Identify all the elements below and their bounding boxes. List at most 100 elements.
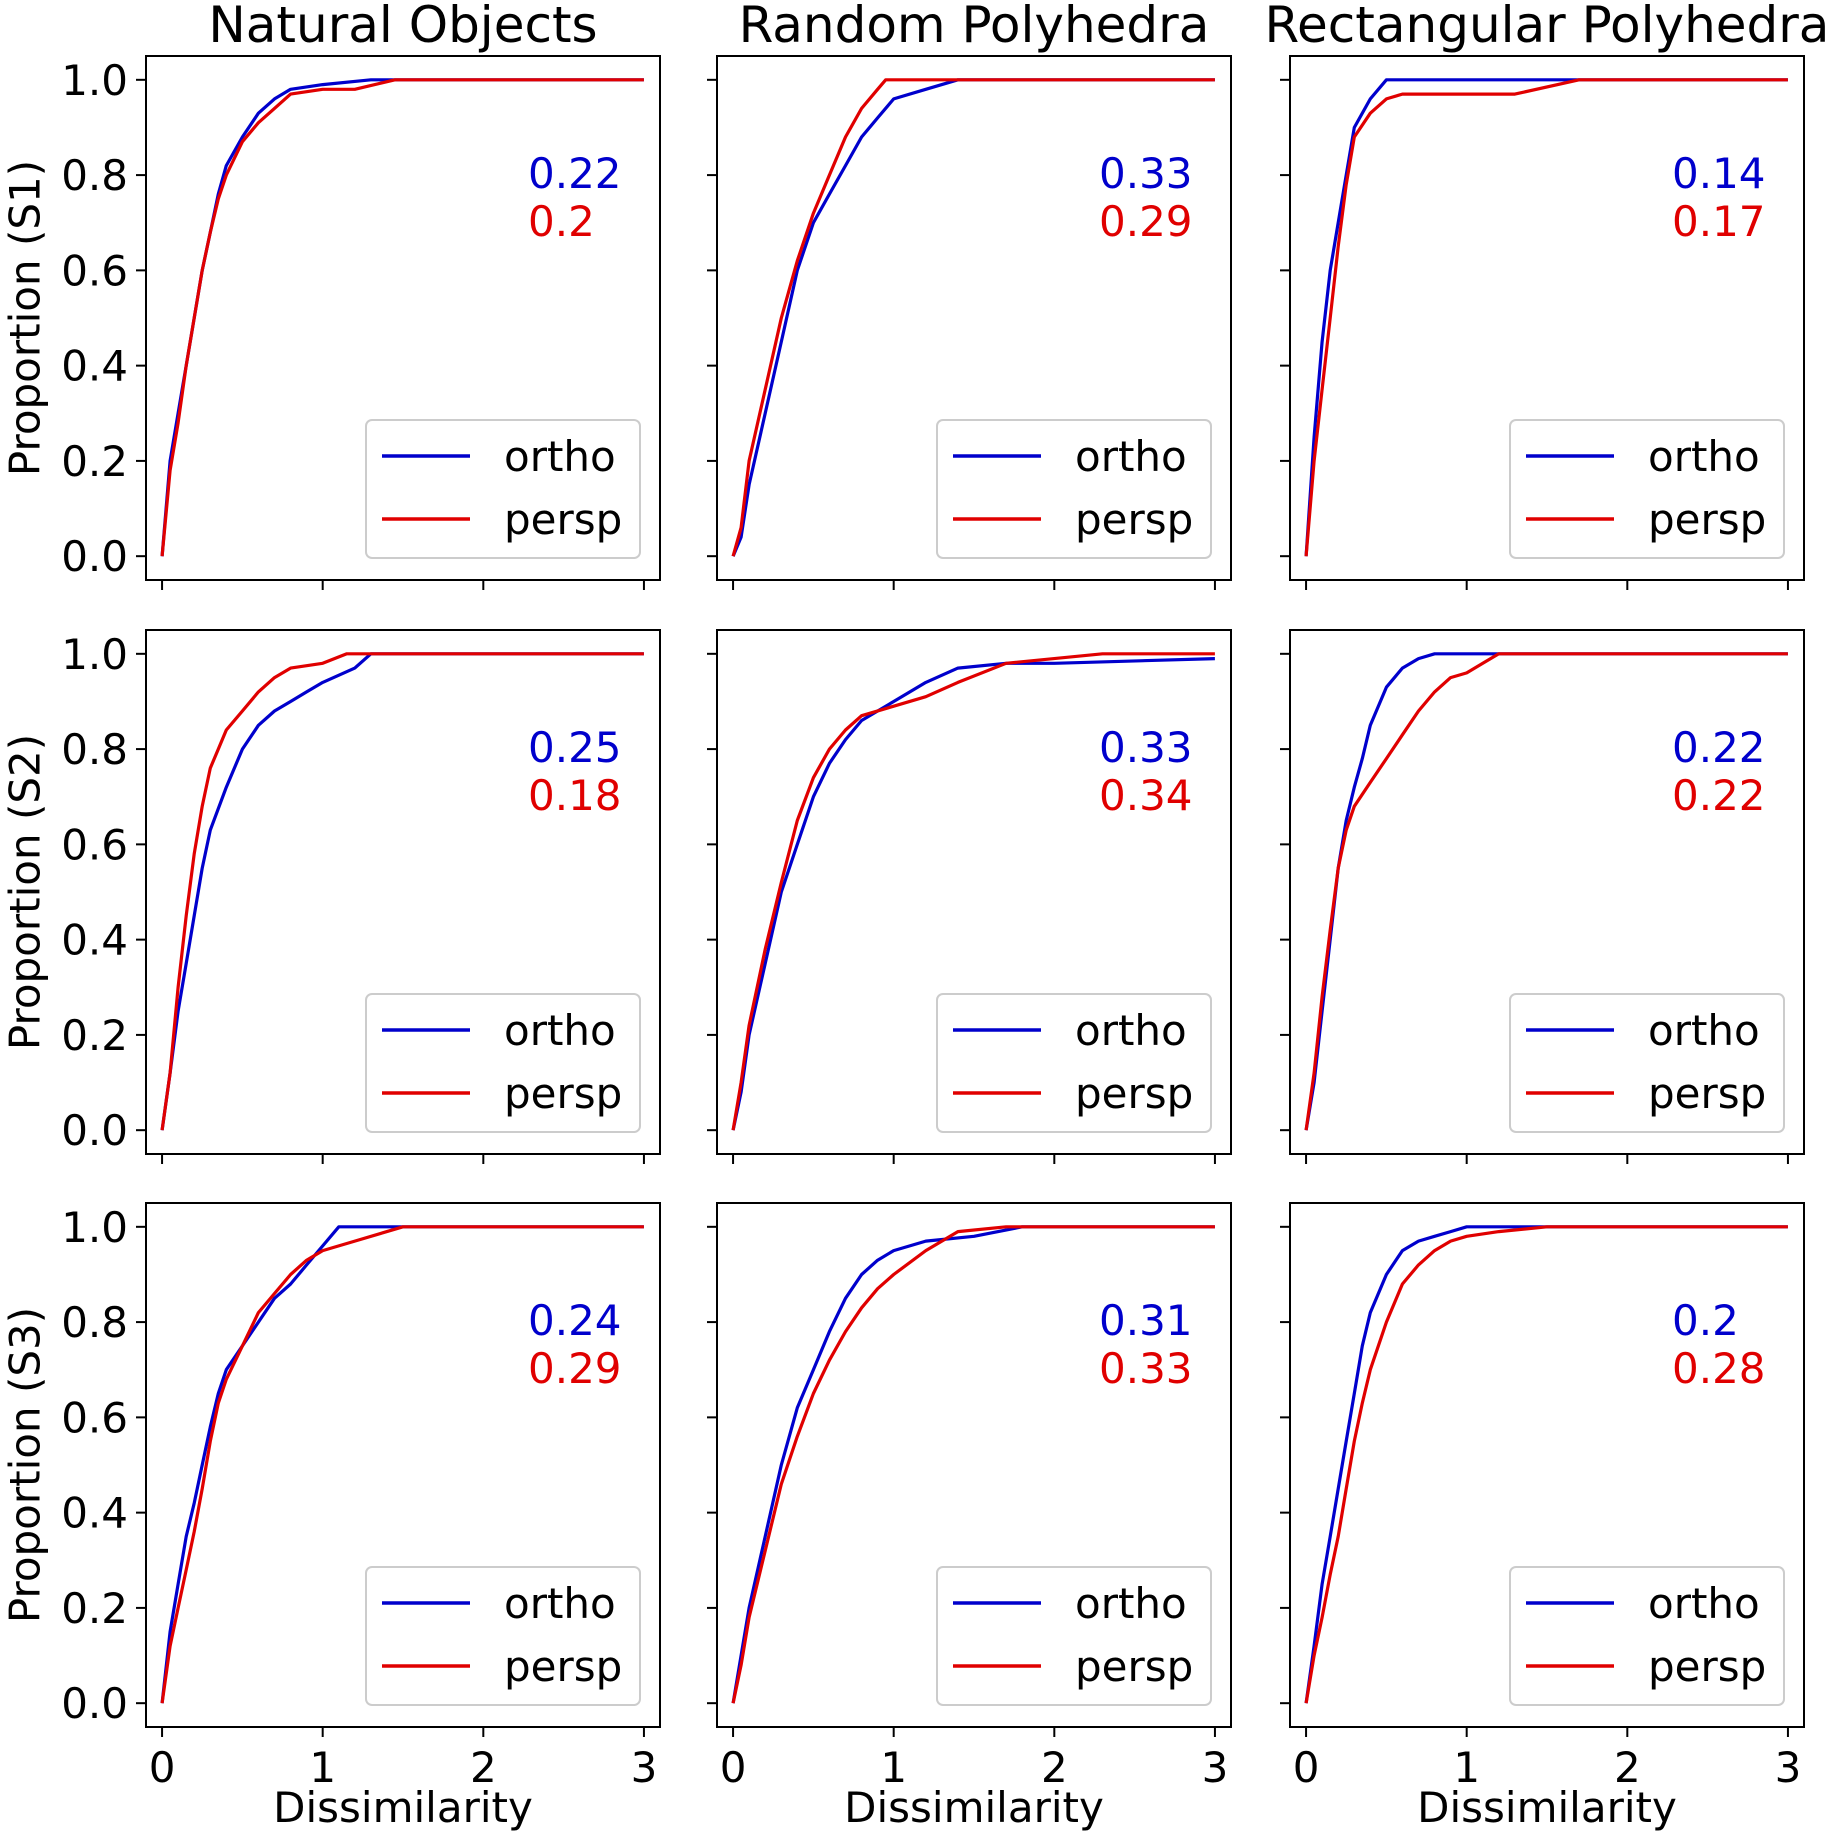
plot-frame xyxy=(145,629,661,1155)
stat-persp: 0.22 xyxy=(1672,771,1766,820)
y-tick-label: 0.6 xyxy=(61,246,128,295)
y-tick-label: 1.0 xyxy=(61,56,128,105)
y-tick-label: 0.8 xyxy=(61,1298,128,1347)
legend-label-persp: persp xyxy=(1648,1069,1766,1118)
plot-frame xyxy=(1289,629,1805,1155)
stat-ortho: 0.2 xyxy=(1672,1296,1739,1345)
plot-frame xyxy=(1289,55,1805,581)
legend-label-ortho: ortho xyxy=(504,432,616,481)
x-tick-label: 3 xyxy=(631,1743,658,1792)
legend: ortho persp xyxy=(365,419,641,559)
legend: ortho persp xyxy=(936,993,1212,1133)
column-title: Rectangular Polyhedra xyxy=(1265,0,1830,54)
panel-r1-c2: 0.330.29 ortho persp xyxy=(707,55,1232,590)
legend-label-persp: persp xyxy=(504,495,622,544)
series-line-persp xyxy=(1304,1225,1788,1704)
stat-ortho: 0.22 xyxy=(528,149,622,198)
legend: ortho persp xyxy=(1509,1566,1785,1706)
y-tick-label: 0.0 xyxy=(61,1106,128,1155)
series-line-persp xyxy=(731,1225,1215,1704)
series-line-ortho xyxy=(160,1225,644,1704)
legend-label-persp: persp xyxy=(1075,495,1193,544)
y-tick-label: 0.0 xyxy=(61,532,128,581)
series-line-ortho xyxy=(1304,78,1788,557)
stat-persp: 0.29 xyxy=(1099,197,1193,246)
y-tick-label: 0.4 xyxy=(61,1489,128,1538)
plot-frame xyxy=(1289,1202,1805,1728)
legend-label-ortho: ortho xyxy=(504,1006,616,1055)
y-tick-label: 0.2 xyxy=(61,437,128,486)
stat-persp: 0.28 xyxy=(1672,1344,1766,1393)
series-line-persp xyxy=(1304,78,1788,557)
plot-frame xyxy=(145,55,661,581)
legend-label-persp: persp xyxy=(1648,495,1766,544)
series-line-persp xyxy=(1304,652,1788,1131)
y-tick-label: 0.8 xyxy=(61,151,128,200)
y-tick-label: 0.2 xyxy=(61,1584,128,1633)
legend-label-ortho: ortho xyxy=(1075,1579,1187,1628)
legend: ortho persp xyxy=(936,419,1212,559)
panel-r1-c3: 0.140.17 ortho persp xyxy=(1280,55,1805,590)
x-tick-label: 2 xyxy=(1041,1743,1068,1792)
x-axis-label: Dissimilarity xyxy=(273,1783,533,1832)
series-line-persp xyxy=(160,1225,644,1704)
legend-label-persp: persp xyxy=(1075,1642,1193,1691)
x-tick-label: 1 xyxy=(1453,1743,1480,1792)
x-axis-label: Dissimilarity xyxy=(1417,1783,1677,1832)
legend: ortho persp xyxy=(1509,419,1785,559)
y-tick-label: 0.0 xyxy=(61,1679,128,1728)
y-tick-label: 1.0 xyxy=(61,1203,128,1252)
stat-persp: 0.29 xyxy=(528,1344,622,1393)
legend-label-persp: persp xyxy=(1075,1069,1193,1118)
plot-frame xyxy=(716,55,1232,581)
series-line-ortho xyxy=(731,657,1215,1131)
plot-frame xyxy=(145,1202,661,1728)
y-axis-label: Proportion (S3) xyxy=(1,1307,50,1623)
column-title: Random Polyhedra xyxy=(739,0,1210,54)
y-tick-label: 0.6 xyxy=(61,1393,128,1442)
stat-ortho: 0.33 xyxy=(1099,149,1193,198)
series-line-ortho xyxy=(731,1225,1215,1704)
y-tick-label: 0.4 xyxy=(61,916,128,965)
stat-ortho: 0.22 xyxy=(1672,723,1766,772)
series-line-ortho xyxy=(1304,1225,1788,1704)
stat-persp: 0.33 xyxy=(1099,1344,1193,1393)
x-tick-label: 0 xyxy=(1293,1743,1320,1792)
x-tick-label: 1 xyxy=(309,1743,336,1792)
legend-label-ortho: ortho xyxy=(1648,1006,1760,1055)
stat-persp: 0.34 xyxy=(1099,771,1193,820)
panel-r3-c1: 0.0 0.2 0.4 0.6 0.8 1.0 0 1 2 3 0.240.29 ortho persp xyxy=(61,1202,661,1792)
y-tick-label: 0.4 xyxy=(61,342,128,391)
plot-frame xyxy=(716,1202,1232,1728)
panel-r2-c3: 0.220.22 ortho persp xyxy=(1280,629,1805,1164)
series-line-persp xyxy=(160,652,644,1131)
legend: ortho persp xyxy=(365,1566,641,1706)
legend-label-ortho: ortho xyxy=(1648,1579,1760,1628)
stat-ortho: 0.14 xyxy=(1672,149,1766,198)
stat-persp: 0.18 xyxy=(528,771,622,820)
x-tick-label: 2 xyxy=(470,1743,497,1792)
legend-label-ortho: ortho xyxy=(504,1579,616,1628)
panel-r3-c3: 0 1 2 3 0.20.28 ortho persp xyxy=(1280,1202,1805,1792)
stat-ortho: 0.33 xyxy=(1099,723,1193,772)
panel-r2-c1: 0.0 0.2 0.4 0.6 0.8 1.0 0.250.18 ortho persp xyxy=(61,629,661,1164)
stat-persp: 0.17 xyxy=(1672,197,1766,246)
y-axis-label: Proportion (S1) xyxy=(1,160,50,476)
series-line-persp xyxy=(731,652,1215,1131)
stat-persp: 0.2 xyxy=(528,197,595,246)
x-tick-label: 0 xyxy=(720,1743,747,1792)
stat-ortho: 0.31 xyxy=(1099,1296,1193,1345)
x-tick-label: 0 xyxy=(149,1743,176,1792)
series-line-ortho xyxy=(731,78,1215,557)
x-tick-label: 2 xyxy=(1614,1743,1641,1792)
plot-frame xyxy=(716,629,1232,1155)
legend-label-persp: persp xyxy=(504,1069,622,1118)
legend-label-persp: persp xyxy=(504,1642,622,1691)
y-tick-label: 0.6 xyxy=(61,820,128,869)
legend: ortho persp xyxy=(365,993,641,1133)
stat-ortho: 0.24 xyxy=(528,1296,622,1345)
x-tick-label: 3 xyxy=(1202,1743,1229,1792)
y-tick-label: 0.2 xyxy=(61,1011,128,1060)
